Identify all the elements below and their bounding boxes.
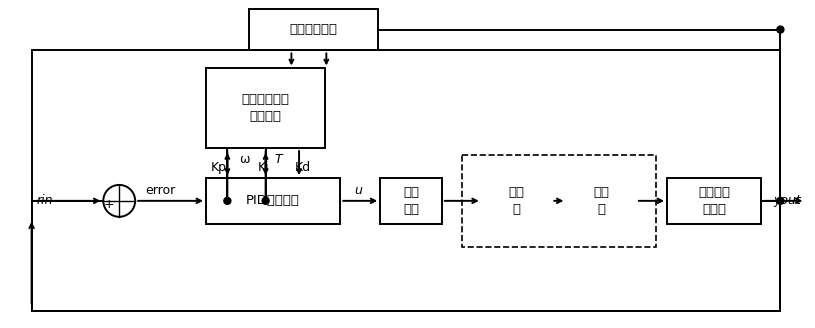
Bar — [482, 168, 552, 234]
Text: yout: yout — [773, 195, 801, 207]
Text: T: T — [275, 153, 282, 166]
Text: PID控制模块: PID控制模块 — [246, 195, 300, 207]
Text: −: − — [114, 211, 125, 224]
Text: ω: ω — [240, 153, 250, 166]
Text: 发电
机: 发电 机 — [593, 186, 609, 216]
Bar — [667, 178, 761, 224]
Text: Kp: Kp — [211, 161, 227, 174]
Text: u: u — [355, 184, 362, 197]
Bar — [206, 178, 341, 224]
Text: 发电机输
出模块: 发电机输 出模块 — [698, 186, 730, 216]
Text: Ki: Ki — [258, 161, 270, 174]
Text: rin: rin — [37, 195, 53, 207]
Text: 状态检测模块: 状态检测模块 — [289, 23, 337, 36]
Circle shape — [777, 197, 784, 204]
Bar — [32, 51, 781, 311]
Text: error: error — [145, 184, 175, 197]
Circle shape — [777, 26, 784, 33]
Text: 发动
机: 发动 机 — [509, 186, 525, 216]
Bar — [462, 155, 656, 247]
Bar — [206, 69, 325, 148]
Text: +: + — [104, 198, 115, 211]
Circle shape — [262, 197, 269, 204]
Text: 执行
模块: 执行 模块 — [403, 186, 419, 216]
Bar — [566, 168, 636, 234]
Text: 人工神经网络
控制模块: 人工神经网络 控制模块 — [241, 93, 289, 123]
Bar — [249, 9, 378, 51]
Circle shape — [224, 197, 231, 204]
Bar — [380, 178, 442, 224]
Text: Kd: Kd — [294, 161, 311, 174]
